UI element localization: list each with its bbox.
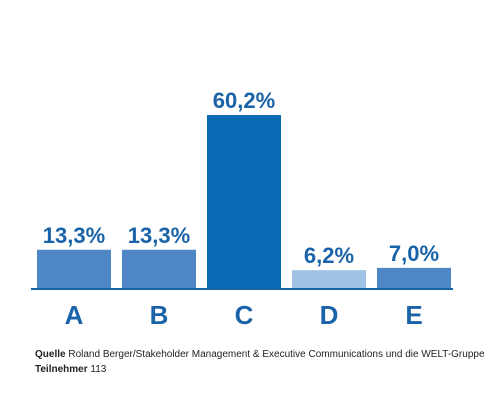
category-labels-group: A B C D E	[65, 300, 423, 330]
category-label-d: D	[320, 300, 339, 330]
source-label: Quelle	[35, 349, 66, 360]
value-label-a: 13,3%	[43, 223, 105, 248]
source-line: Quelle Roland Berger/Stakeholder Managem…	[35, 347, 485, 362]
category-label-b: B	[150, 300, 169, 330]
chart-footer: Quelle Roland Berger/Stakeholder Managem…	[35, 347, 485, 377]
category-label-e: E	[405, 300, 422, 330]
bar-b	[122, 249, 196, 288]
bar-chart: 13,3% 13,3% 60,2% 6,2% 7,0% A B C D E	[31, 88, 453, 330]
value-label-e: 7,0%	[389, 241, 439, 266]
source-text: Roland Berger/Stakeholder Management & E…	[68, 349, 485, 360]
value-label-c: 60,2%	[213, 88, 275, 113]
bars-group	[37, 115, 451, 288]
category-label-a: A	[65, 300, 84, 330]
participants-line: Teilnehmer 113	[35, 362, 485, 377]
bar-a	[37, 249, 111, 288]
bar-d	[292, 270, 366, 288]
bar-c	[207, 115, 281, 288]
participants-value: 113	[90, 364, 107, 375]
participants-label: Teilnehmer	[35, 364, 88, 375]
bar-e	[377, 267, 451, 288]
value-label-d: 6,2%	[304, 243, 354, 268]
value-labels-group: 13,3% 13,3% 60,2% 6,2% 7,0%	[43, 88, 439, 268]
category-label-c: C	[235, 300, 254, 330]
value-label-b: 13,3%	[128, 223, 190, 248]
